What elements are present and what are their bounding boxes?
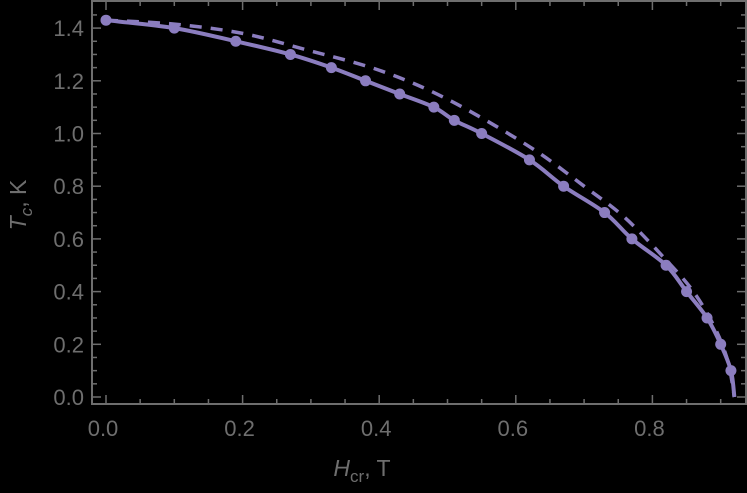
y-axis-title-main: T [5,214,31,230]
y-tick-label: 1.0 [53,122,84,147]
data-point [599,207,611,219]
x-axis-title: Hcr, T [333,455,390,486]
x-axis-title-unit: , T [364,455,390,481]
data-point [394,88,406,100]
data-point [448,114,460,126]
y-tick-labels: 0.0 0.2 0.4 0.6 0.8 1.0 1.2 1.4 [53,16,84,410]
y-tick-label: 0.8 [53,174,84,199]
data-point [230,35,242,47]
x-axis-title-sub: cr [350,467,365,486]
x-tick-label: 0.0 [88,416,119,441]
data-point [681,286,693,298]
data-point [715,338,727,350]
data-point [725,365,737,377]
x-axis-title-main: H [333,455,350,481]
data-point [284,48,296,60]
y-axis-title-unit: , K [5,179,31,208]
series-dashed [105,18,737,398]
y-tick-label: 0.2 [53,332,84,357]
x-tick-labels: 0.0 0.2 0.4 0.6 0.8 [88,416,665,441]
y-axis-title: Tc, K [5,179,36,230]
plot-frame [91,0,747,405]
x-tick-label: 0.2 [224,416,255,441]
frame-rect [91,0,747,405]
data-point [626,233,638,245]
data-point [558,180,570,192]
data-point [360,75,372,87]
data-point [523,154,535,166]
x-tick-label: 0.8 [634,416,665,441]
y-tick-label: 0.0 [53,385,84,410]
y-tick-label: 0.4 [53,280,84,305]
y-axis-title-sub: c [17,207,36,216]
y-tick-label: 0.6 [53,227,84,252]
data-point [476,128,488,139]
series-layer [100,14,737,398]
data-point [428,101,440,113]
x-tick-label: 0.4 [361,416,392,441]
data-point [660,259,672,271]
data-point [325,62,337,74]
axis-ticks [92,1,746,404]
y-tick-label: 1.2 [53,69,84,94]
y-tick-label: 1.4 [53,16,84,41]
x-tick-label: 0.6 [498,416,529,441]
